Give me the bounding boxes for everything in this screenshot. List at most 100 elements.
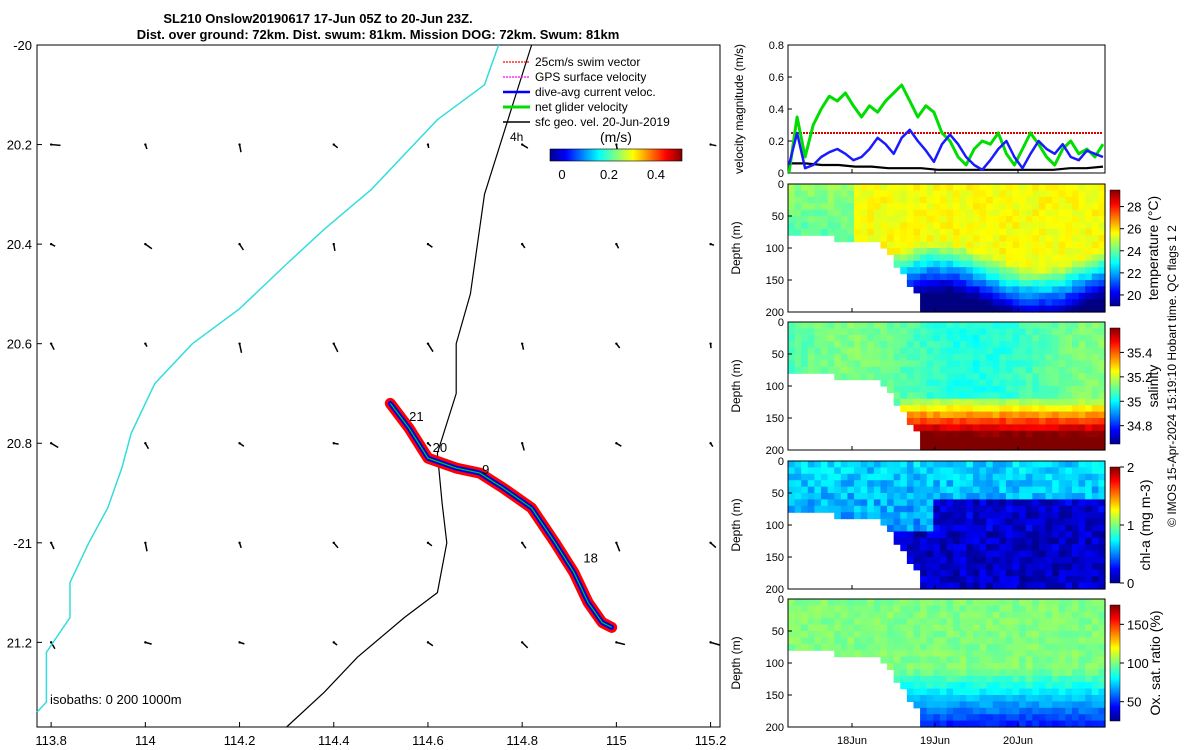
section-cell xyxy=(926,347,934,355)
section-cell xyxy=(966,286,974,294)
section-cell xyxy=(1019,418,1027,425)
section-cell xyxy=(1098,248,1106,255)
section-cell xyxy=(1098,563,1106,571)
section-cell xyxy=(880,347,888,355)
section-cell xyxy=(900,499,908,507)
section-cell xyxy=(794,222,802,230)
section-cell xyxy=(1032,695,1040,702)
section-cell xyxy=(1052,512,1060,520)
section-cell xyxy=(933,707,941,715)
section-cell xyxy=(966,190,974,198)
geo-vector-origin xyxy=(49,541,53,545)
section-cell xyxy=(1012,216,1020,223)
section-cell xyxy=(821,624,829,632)
section-cell xyxy=(887,322,895,329)
section-cell xyxy=(1058,273,1066,281)
section-cell xyxy=(959,643,967,651)
map-y-tick-label: 20.4 xyxy=(7,237,32,252)
section-cell xyxy=(1065,569,1073,577)
section-cell xyxy=(1085,675,1093,683)
section-cell xyxy=(1025,720,1033,728)
section-cell xyxy=(906,618,915,626)
section-cell xyxy=(860,611,868,619)
depth-tick-label: 100 xyxy=(766,243,784,255)
section-cell xyxy=(1025,398,1033,406)
section-cell xyxy=(1058,203,1066,211)
geo-vector-origin xyxy=(426,242,430,246)
section-cell xyxy=(953,637,961,645)
section-cell xyxy=(900,360,908,368)
section-cell xyxy=(1091,605,1099,613)
section-cell xyxy=(1071,341,1080,349)
section-cell xyxy=(1019,411,1027,419)
section-cell xyxy=(1045,707,1053,715)
section-cell xyxy=(1045,663,1053,670)
section-cell xyxy=(1025,292,1033,300)
section-cell xyxy=(1078,411,1086,419)
velocity-y-tick-label: 0 xyxy=(778,168,784,180)
section-cell xyxy=(854,366,862,374)
section-cell xyxy=(887,599,895,606)
section-cell xyxy=(1098,322,1106,329)
section-cell xyxy=(1032,467,1040,475)
section-cell xyxy=(873,473,882,481)
section-cell xyxy=(1019,682,1027,690)
section-cell xyxy=(801,480,809,488)
section-cell xyxy=(1065,424,1073,432)
section-cell xyxy=(959,550,967,558)
section-cell xyxy=(1025,216,1033,223)
section-cell xyxy=(1058,379,1066,387)
section-cell xyxy=(867,618,875,626)
section-cell xyxy=(1025,392,1033,400)
section-cell xyxy=(1058,656,1066,664)
section-cell xyxy=(1091,379,1099,387)
section-cell xyxy=(920,669,928,677)
section-cell xyxy=(847,360,855,368)
section-cell xyxy=(1085,360,1093,368)
section-cell xyxy=(913,398,921,406)
section-cell xyxy=(920,248,928,255)
section-cell xyxy=(1005,499,1014,507)
section-cell xyxy=(867,209,875,217)
section-cell xyxy=(1032,254,1040,262)
section-cell xyxy=(1032,525,1040,532)
section-cell xyxy=(939,695,948,702)
section-cell xyxy=(1078,190,1086,198)
section-cell xyxy=(1012,273,1020,281)
section-cell xyxy=(1005,512,1014,520)
geo-vector-origin xyxy=(332,541,335,545)
section-cell xyxy=(946,328,954,336)
section-cell xyxy=(1045,486,1053,494)
section-cell xyxy=(906,418,915,425)
section-cell xyxy=(933,341,941,349)
section-cell xyxy=(959,531,967,539)
section-cell xyxy=(913,643,921,651)
section-cell xyxy=(999,637,1007,645)
section-cell xyxy=(1085,437,1093,445)
section-cell xyxy=(1019,563,1027,571)
section-cell xyxy=(893,525,901,532)
section-cell xyxy=(1058,248,1066,255)
section-cell xyxy=(1091,563,1099,571)
section-cell xyxy=(1098,624,1106,632)
section-cell xyxy=(920,663,928,670)
section-cell xyxy=(920,720,928,728)
section-cell xyxy=(1025,418,1033,425)
section-cell xyxy=(1005,379,1014,387)
section-cell xyxy=(939,292,948,300)
section-cell xyxy=(1058,576,1066,584)
section-cell xyxy=(794,637,802,645)
section-cell xyxy=(972,473,981,481)
section-cell xyxy=(880,366,888,374)
section-cell xyxy=(1038,531,1047,539)
section-cell xyxy=(933,682,941,690)
section-cell xyxy=(939,366,948,374)
section-cell xyxy=(999,354,1007,361)
section-cell xyxy=(1005,216,1014,223)
section-cell xyxy=(1078,260,1086,268)
section-cell xyxy=(788,328,796,336)
section-cell xyxy=(986,675,994,683)
section-cell xyxy=(1032,334,1040,342)
section-cell xyxy=(979,682,987,690)
